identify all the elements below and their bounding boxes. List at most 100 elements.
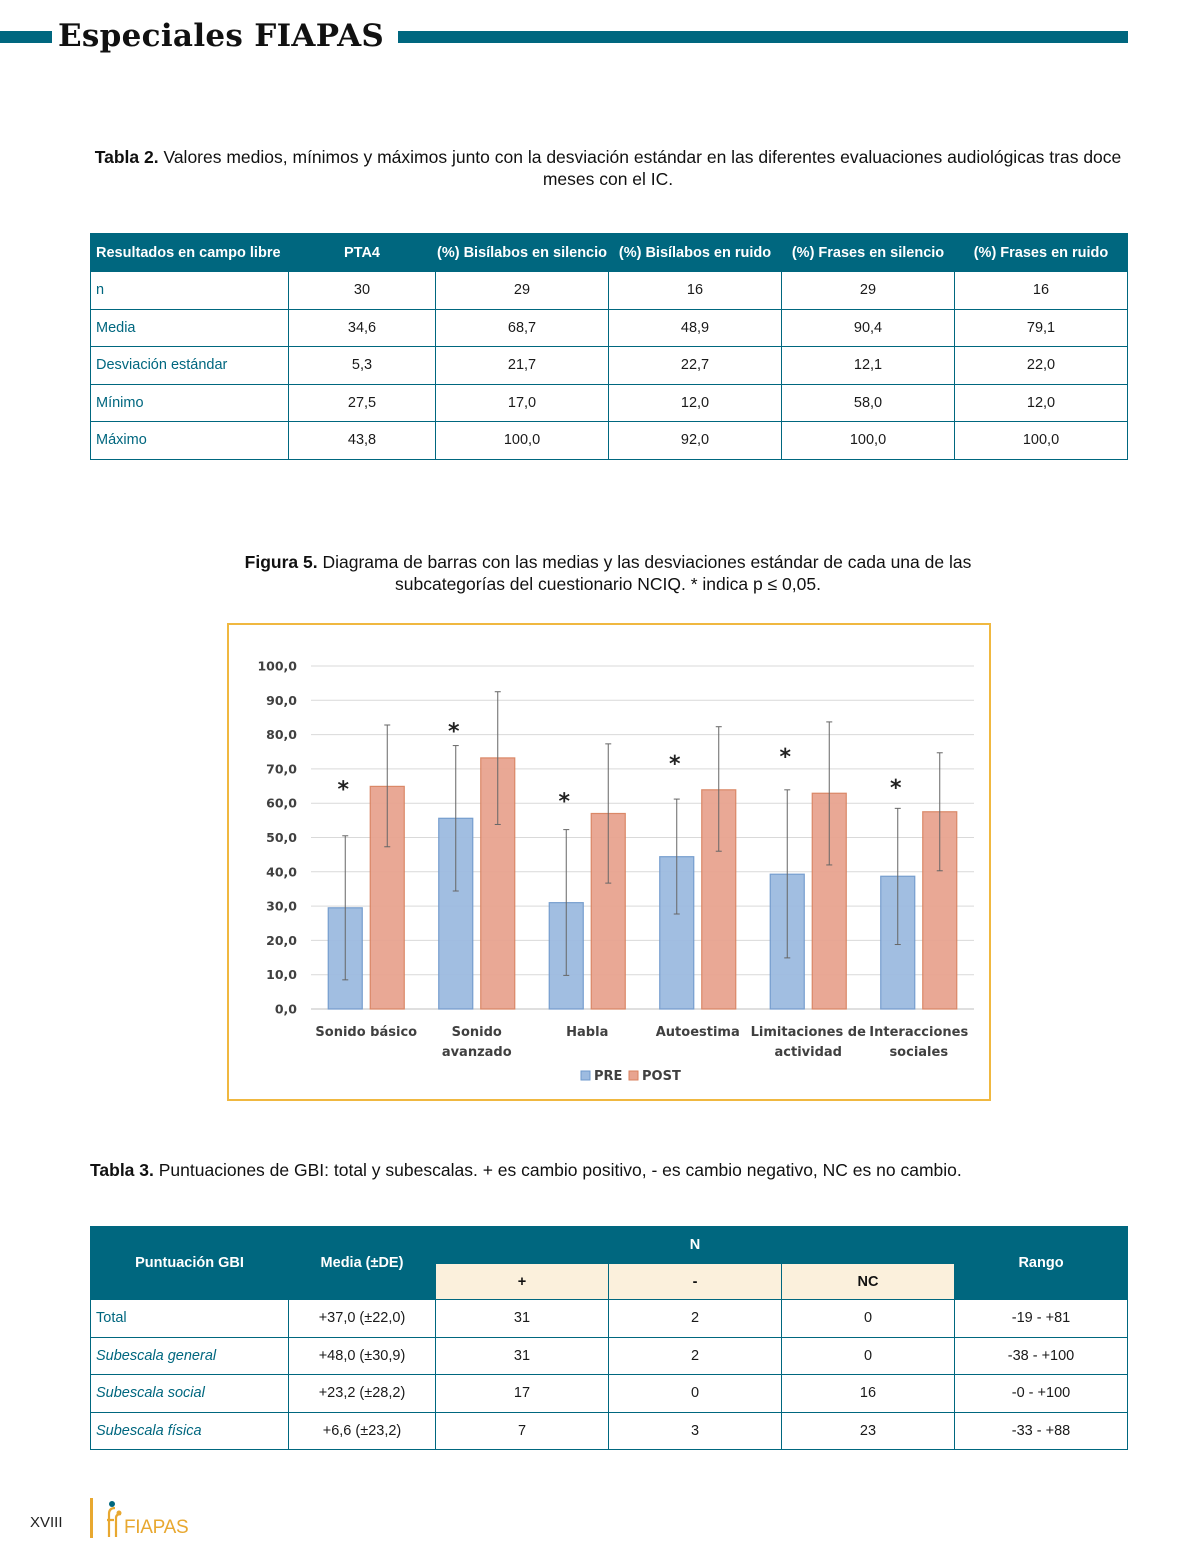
table-row: Desviación estándar 5,3 21,7 22,7 12,1 22,0 [90, 346, 1128, 385]
category-label: Sonido básico [315, 1025, 417, 1040]
table-cell: +48,0 (±30,9) [288, 1336, 436, 1375]
category-label: avanzado [442, 1045, 512, 1060]
bar-chart: 0,0 10,0 20,0 30,0 40,0 50,0 60,0 70,0 80,0 90,0 1… [257, 659, 974, 1084]
tabla3-header-row: Puntuación GBI Media (±DE) N Rango [90, 1226, 1128, 1300]
table-cell: 22,0 [954, 346, 1128, 385]
table-cell: 22,7 [608, 346, 782, 385]
table-cell: +23,2 (±28,2) [288, 1374, 436, 1413]
table-cell: 16 [781, 1374, 955, 1413]
table-cell: 12,0 [954, 383, 1128, 422]
tabla3-header-group: N [435, 1226, 955, 1264]
table-cell: 27,5 [288, 383, 436, 422]
tabla2-header-row: Resultados en campo libre PTA4 (%) Bisíl… [90, 233, 1128, 272]
figura5-caption-text: Diagrama de barras con las medias y las … [322, 552, 972, 594]
row-label: Mínimo [90, 383, 289, 422]
table-row: Mínimo 27,5 17,0 12,0 58,0 12,0 [90, 383, 1128, 422]
header-bar-right [398, 31, 1128, 43]
table-cell: 2 [608, 1336, 782, 1375]
table-cell: 100,0 [435, 421, 609, 460]
pre-legend-swatch [580, 1070, 591, 1081]
table-cell: 0 [781, 1299, 955, 1338]
row-label: Desviación estándar [90, 346, 289, 385]
row-label: Subescala social [90, 1374, 289, 1413]
table-cell: -38 - +100 [954, 1336, 1128, 1375]
tabla3-header-cell: Puntuación GBI [90, 1226, 289, 1300]
table-cell: 16 [608, 271, 782, 310]
figura5-caption: Figura 5. Diagrama de barras con las med… [190, 551, 1026, 595]
fiapas-logo-icon [107, 1501, 122, 1537]
table-cell: 68,7 [435, 308, 609, 347]
y-tick-label: 20,0 [266, 933, 297, 948]
table-row: Total +37,0 (±22,0) 31 2 0 -19 - +81 [90, 1299, 1128, 1338]
significance-star: * [779, 745, 791, 770]
row-label: Media [90, 308, 289, 347]
row-label: n [90, 271, 289, 310]
tabla3-caption: Tabla 3. Puntuaciones de GBI: total y su… [90, 1159, 1126, 1181]
tabla2: Resultados en campo libre PTA4 (%) Bisíl… [90, 233, 1128, 460]
table-cell: 29 [781, 271, 955, 310]
significance-star: * [337, 778, 349, 803]
table-cell: 100,0 [954, 421, 1128, 460]
table-row: Media 34,6 68,7 48,9 90,4 79,1 [90, 308, 1128, 347]
tabla2-header-cell: (%) Bisílabos en silencio [435, 233, 609, 272]
y-tick-label: 0,0 [275, 1002, 297, 1017]
footer-divider [90, 1498, 93, 1538]
table-cell: 48,9 [608, 308, 782, 347]
header-title: Especiales FIAPAS [58, 18, 385, 54]
row-label: Subescala general [90, 1336, 289, 1375]
table-cell: -19 - +81 [954, 1299, 1128, 1338]
table-cell: -33 - +88 [954, 1411, 1128, 1450]
table-cell: 3 [608, 1411, 782, 1450]
table-cell: 31 [435, 1299, 609, 1338]
tabla3-subheader-cell: + [435, 1263, 609, 1300]
chart-frame: 0,0 10,0 20,0 30,0 40,0 50,0 60,0 70,0 80,0 90,0 1… [227, 623, 991, 1101]
tabla3-header-cell: Media (±DE) [288, 1226, 436, 1300]
table-row: Subescala general +48,0 (±30,9) 31 2 0 -38 - … [90, 1336, 1128, 1375]
table-row: n 30 29 16 29 16 [90, 271, 1128, 310]
table-cell: 17,0 [435, 383, 609, 422]
category-label: Limitaciones de [751, 1025, 866, 1040]
tabla2-header-cell: PTA4 [288, 233, 436, 272]
table-cell: 29 [435, 271, 609, 310]
tabla3-caption-label: Tabla 3. [90, 1160, 154, 1180]
category-label: Habla [566, 1025, 608, 1040]
tabla3-caption-text: Puntuaciones de GBI: total y subescalas.… [158, 1160, 962, 1180]
category-label: Autoestima [656, 1025, 740, 1040]
table-cell: +6,6 (±23,2) [288, 1411, 436, 1450]
table-cell: 79,1 [954, 308, 1128, 347]
table-cell: 58,0 [781, 383, 955, 422]
table-cell: 2 [608, 1299, 782, 1338]
table-row: Subescala social +23,2 (±28,2) 17 0 16 -0 - +… [90, 1374, 1128, 1413]
footer-logo-text: FIAPAS [124, 1517, 189, 1538]
row-label: Subescala física [90, 1411, 289, 1450]
tabla2-caption-label: Tabla 2. [94, 147, 159, 167]
tabla3-subheader-cell: - [608, 1263, 782, 1300]
post-legend-swatch [628, 1070, 639, 1081]
tabla2-header-cell: (%) Frases en silencio [781, 233, 955, 272]
table-cell: 23 [781, 1411, 955, 1450]
y-tick-label: 80,0 [266, 727, 297, 742]
row-label: Máximo [90, 421, 289, 460]
table-row: Máximo 43,8 100,0 92,0 100,0 100,0 [90, 421, 1128, 460]
table-cell: 12,1 [781, 346, 955, 385]
category-label: actividad [775, 1045, 842, 1060]
table-cell: +37,0 (±22,0) [288, 1299, 436, 1338]
y-tick-label: 30,0 [266, 899, 297, 914]
header-bar-left [0, 31, 52, 43]
table-cell: 100,0 [781, 421, 955, 460]
figura5-caption-label: Figura 5. [244, 552, 318, 572]
legend-label: PRE [594, 1069, 622, 1084]
category-label: Sonido [452, 1025, 502, 1040]
significance-star: * [669, 752, 681, 777]
tabla2-caption-text: Valores medios, mínimos y máximos junto … [163, 147, 1122, 189]
category-label: sociales [889, 1045, 948, 1060]
table-cell: 0 [608, 1374, 782, 1413]
table-row: Subescala física +6,6 (±23,2) 7 3 23 -33 - +8… [90, 1411, 1128, 1450]
page-number: XVIII [30, 1514, 63, 1531]
y-tick-label: 100,0 [257, 659, 297, 674]
significance-star: * [890, 776, 902, 801]
table-cell: 16 [954, 271, 1128, 310]
y-tick-label: 60,0 [266, 796, 297, 811]
table-cell: -0 - +100 [954, 1374, 1128, 1413]
tabla3-subheader-row: + - NC [91, 1263, 1128, 1300]
